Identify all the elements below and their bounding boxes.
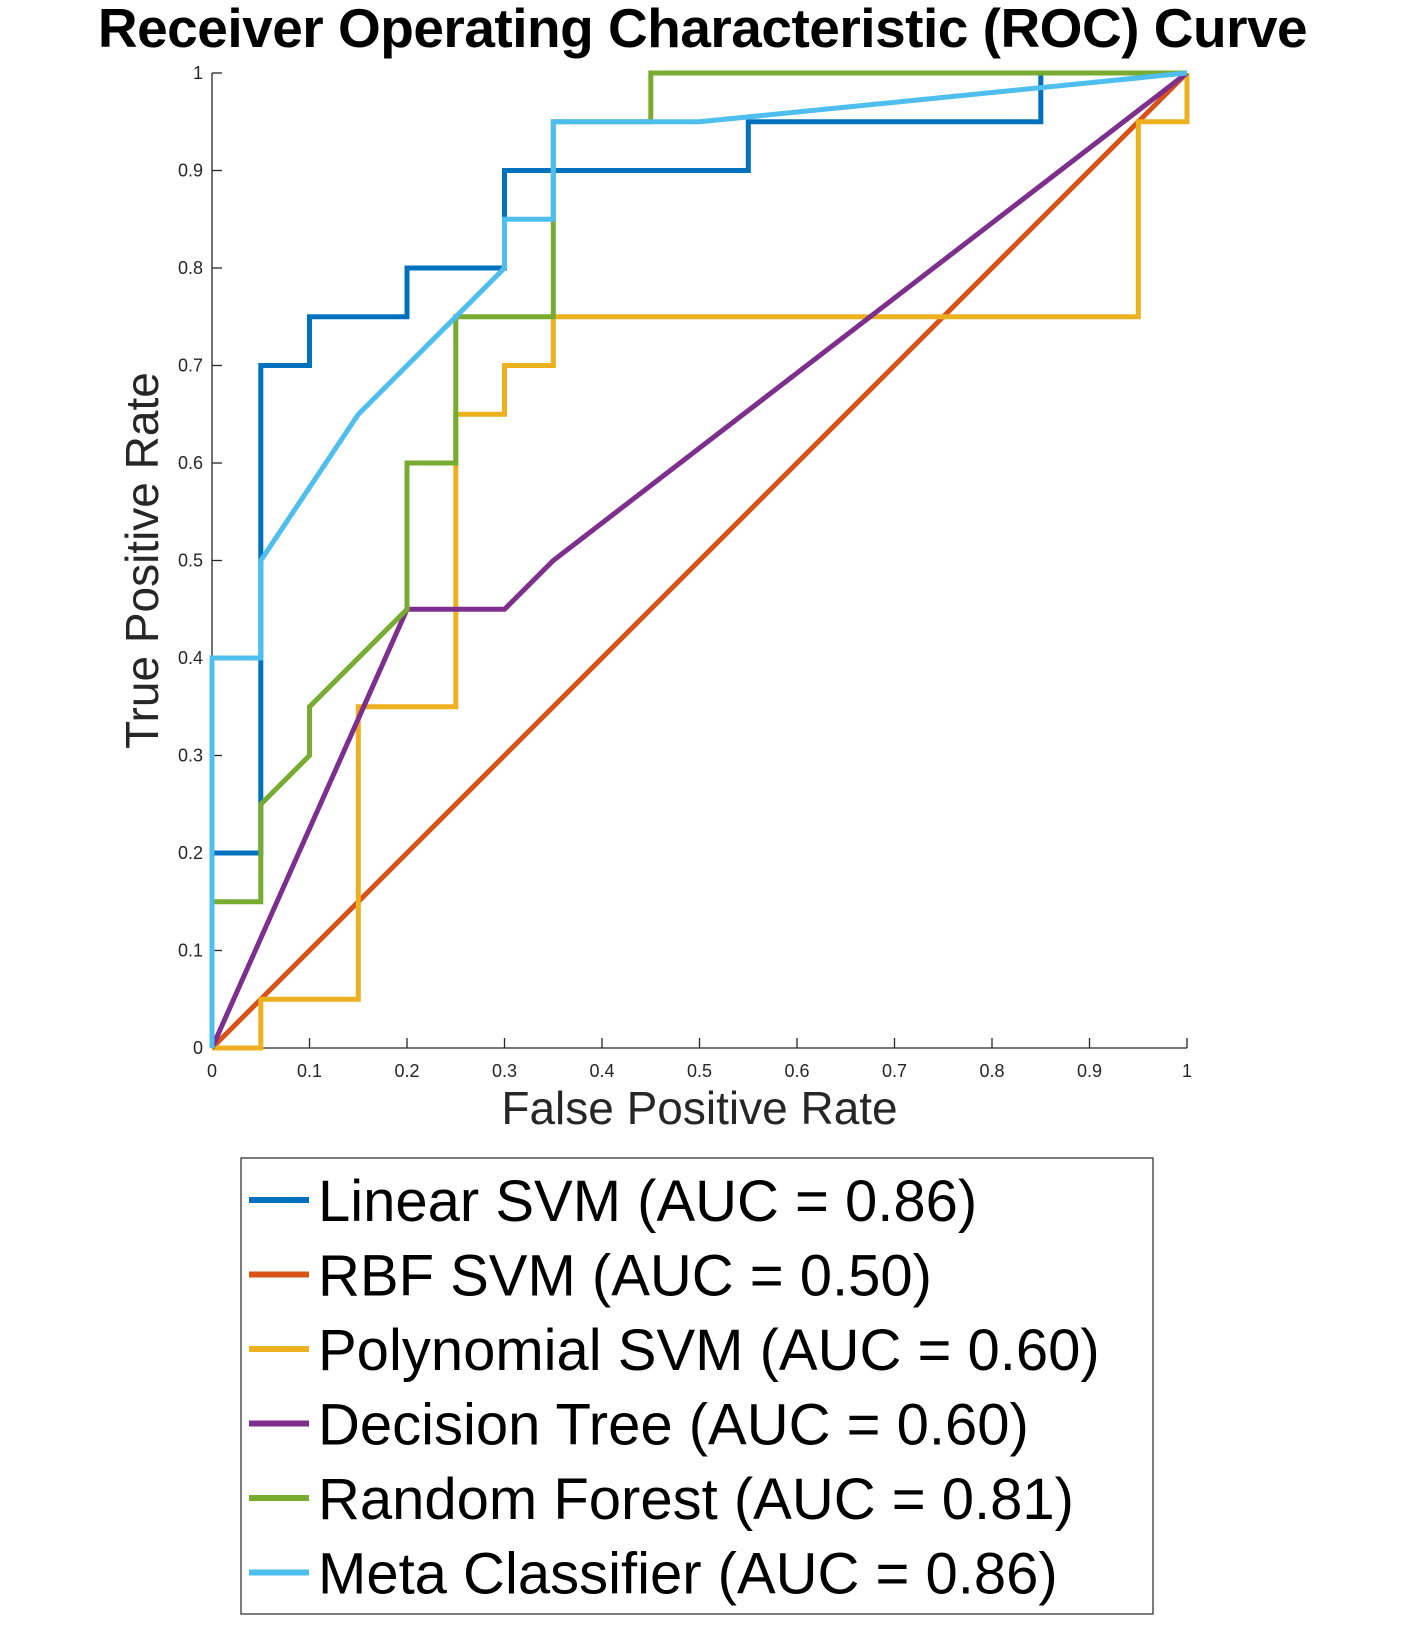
x-tick-label: 0.2 — [394, 1061, 419, 1081]
x-tick-label: 0.8 — [979, 1061, 1004, 1081]
x-tick-label: 0 — [207, 1061, 217, 1081]
y-tick-label: 0 — [193, 1038, 203, 1058]
y-tick-label: 1 — [193, 63, 203, 83]
y-axis-label: True Positive Rate — [116, 372, 168, 749]
x-tick-label: 0.3 — [492, 1061, 517, 1081]
y-tick-label: 0.5 — [178, 551, 203, 571]
series-line-6 — [209, 70, 1188, 1048]
x-tick-label: 0.5 — [687, 1061, 712, 1081]
y-tick-label: 0.3 — [178, 746, 203, 766]
legend-label-3: Polynomial SVM (AUC = 0.60) — [318, 1318, 1100, 1383]
legend-label-2: RBF SVM (AUC = 0.50) — [318, 1244, 932, 1309]
y-tick-label: 0.7 — [178, 356, 203, 376]
series-line-4 — [209, 71, 1189, 1050]
x-tick-label: 0.9 — [1077, 1061, 1102, 1081]
series-lines — [209, 70, 1190, 1051]
series-line-2 — [210, 71, 1189, 1050]
x-tick-label: 0.1 — [297, 1061, 322, 1081]
series-line-3 — [212, 73, 1190, 1051]
legend-box — [240, 1157, 1154, 1615]
legend-label-6: Meta Classifier (AUC = 0.86) — [318, 1542, 1058, 1607]
series-line-1 — [209, 70, 1187, 1048]
x-tick-label: 1 — [1182, 1061, 1192, 1081]
x-tick-label: 0.7 — [882, 1061, 907, 1081]
y-tick-label: 0.6 — [178, 453, 203, 473]
x-tick-label: 0.6 — [784, 1061, 809, 1081]
legend-label-4: Decision Tree (AUC = 0.60) — [318, 1393, 1029, 1458]
x-tick-label: 0.4 — [589, 1061, 614, 1081]
axes: 0 0.1 0.2 0.3 0.4 0.5 0.6 0.7 0.8 0.9 1 0 0.1 0.2 0.3 0… — [178, 63, 1192, 1081]
legend-label-1: Linear SVM (AUC = 0.86) — [318, 1169, 977, 1234]
chart-title: Receiver Operating Characteristic (ROC) … — [97, 0, 1308, 59]
y-tick-label: 0.1 — [178, 941, 203, 961]
legend: Linear SVM (AUC = 0.86) RBF SVM (AUC = 0.… — [240, 1157, 1154, 1615]
y-tick-label: 0.2 — [178, 843, 203, 863]
y-tick-label: 0.4 — [178, 648, 203, 668]
x-axis-label: False Positive Rate — [501, 1082, 897, 1134]
legend-label-5: Random Forest (AUC = 0.81) — [318, 1467, 1074, 1532]
y-tick-label: 0.8 — [178, 258, 203, 278]
y-tick-label: 0.9 — [178, 161, 203, 181]
